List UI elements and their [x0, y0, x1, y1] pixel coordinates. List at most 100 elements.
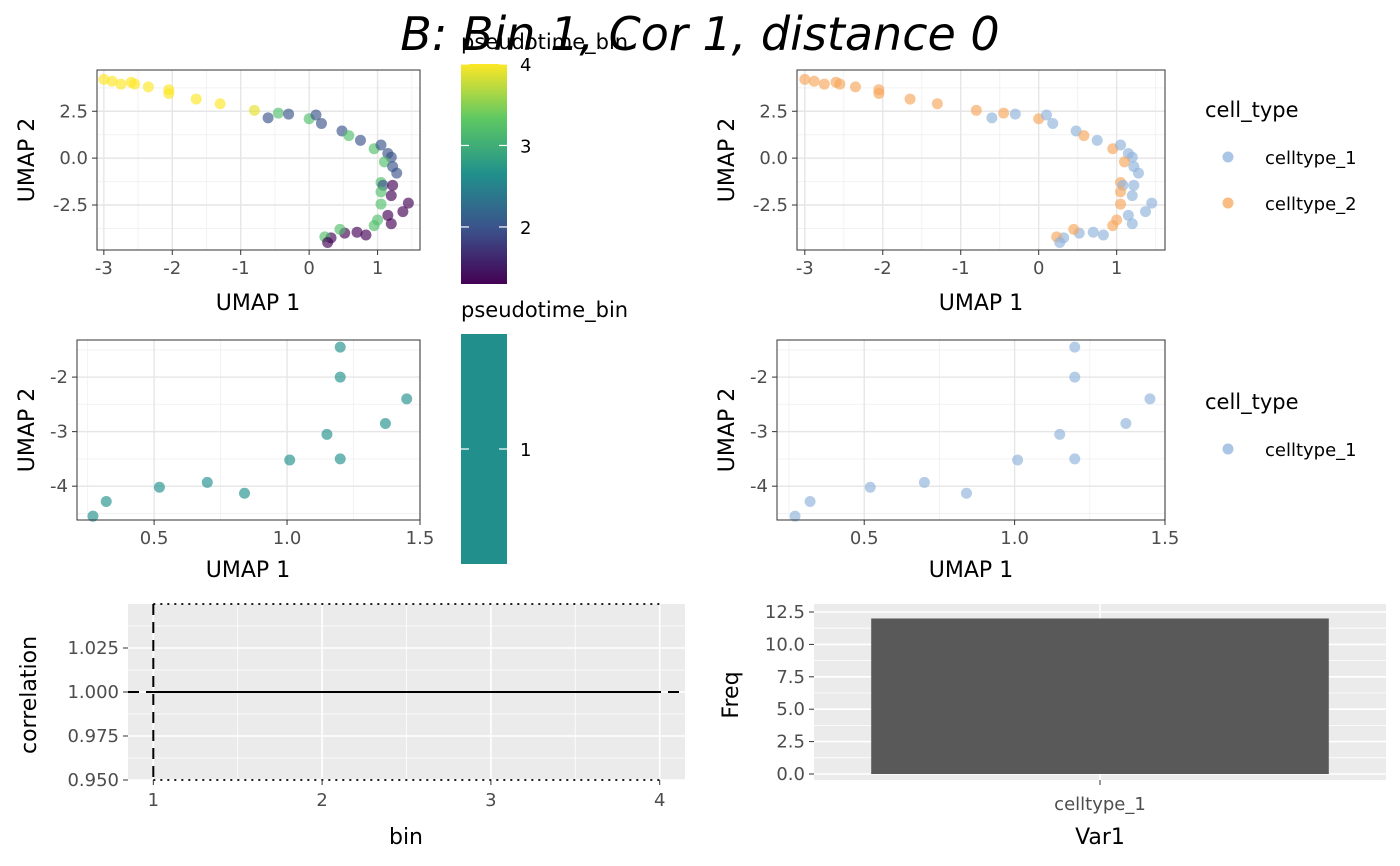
p2-data-point: [986, 112, 998, 124]
p6-xlabel: Var1: [1075, 825, 1125, 850]
p1-data-point: [115, 78, 127, 90]
p1-xtick-label: 0: [303, 258, 314, 279]
p2-frame: [796, 69, 1166, 251]
p1-data-point: [129, 78, 141, 90]
p1-data-point: [375, 186, 387, 198]
p4-frame: [776, 339, 1166, 521]
p4-data-point: [1069, 453, 1081, 465]
p1-data-point: [382, 209, 394, 221]
p2-points: [799, 73, 1158, 248]
p2-data-point: [998, 107, 1010, 119]
legend-middle-celltype-items: celltype_1: [1222, 440, 1357, 461]
p6-ytick-label: 2.5: [776, 732, 805, 753]
p3-frame: [76, 339, 421, 521]
p4-gridlines: [777, 340, 1166, 520]
p4-data-point: [1069, 371, 1081, 383]
p6-xtick-label: celltype_1: [1054, 794, 1146, 815]
panel-umap-all-pseudotime: -3 -2 -1 0 1 -2.5 0.0 2.5 UMAP 1 UMAP 2: [15, 69, 421, 316]
p2-data-point: [1107, 220, 1119, 232]
p2-data-point: [849, 81, 861, 93]
p2-ylabel: UMAP 2: [715, 118, 740, 202]
p3-xtick-label: 0.5: [140, 528, 169, 549]
p2-data-point: [873, 87, 885, 99]
p2-data-point: [1078, 130, 1090, 142]
p2-data-point: [1087, 226, 1099, 238]
p3-ticks: 0.5 1.0 1.5 -4 -3 -2: [50, 367, 434, 549]
p2-data-point: [1097, 229, 1109, 241]
legend-top-celltype: cell_type celltype_1 celltype_2: [1205, 98, 1357, 215]
p2-xtick-label: -2: [874, 258, 892, 279]
p2-data-point: [1115, 186, 1127, 198]
p2-data-point: [1132, 167, 1144, 179]
p2-data-point: [1040, 109, 1052, 121]
p3-data-point: [153, 481, 165, 493]
p1-data-point: [385, 218, 397, 230]
p5-xtick-label: 1: [148, 790, 159, 811]
p5-xlabel: bin: [389, 825, 423, 850]
panel-umap-all-celltype: -3 -2 -1 0 1 -2.5 0.0 2.5 UMAP 1 UMAP 2: [715, 69, 1166, 316]
legend-key-celltype_1: [1222, 443, 1234, 455]
p4-data-point: [1144, 393, 1156, 405]
p1-data-point: [190, 93, 202, 105]
p4-ytick-label: -4: [750, 476, 768, 497]
p1-data-point: [310, 109, 322, 121]
p2-data-point: [1054, 237, 1066, 248]
p3-data-point: [334, 371, 346, 383]
p1-xlabel: UMAP 1: [216, 291, 300, 316]
p2-data-point: [1009, 108, 1021, 120]
p2-data-point: [1068, 223, 1080, 235]
p2-xtick-label: -3: [796, 258, 814, 279]
p4-xtick-label: 1.0: [1000, 528, 1029, 549]
p2-data-point: [1115, 139, 1127, 151]
p1-data-point: [375, 139, 387, 151]
p1-data-point: [262, 112, 274, 124]
legend-middle-celltype-title: cell_type: [1205, 390, 1299, 415]
p4-ytick-label: -2: [750, 367, 768, 388]
legend-middle-colorbar: pseudotime_bin 1: [461, 298, 628, 564]
legend-top-colorbar-title: pseudotime_bin: [461, 30, 628, 55]
p3-data-point: [201, 476, 213, 488]
colorbar-tick-label: 2: [520, 218, 531, 239]
panel-celltype-frequency: 0.0 2.5 5.0 7.5 10.0 12.5 celltype_1 Var1 Freq: [719, 602, 1386, 850]
p5-ylabel: correlation: [17, 636, 42, 754]
p4-ytick-label: -3: [750, 422, 768, 443]
p4-data-point: [1120, 417, 1132, 429]
legend-top-colorbar-ticks: 2 3 4: [461, 55, 531, 239]
p5-ticks: 1 2 3 4 0.950 0.975 1.000 1.025: [67, 638, 665, 811]
figure-title: B: Bin 1, Cor 1, distance 0: [400, 7, 999, 61]
p3-points: [87, 341, 413, 522]
panel-umap-bin1-celltype: 0.5 1.0 1.5 -4 -3 -2 UMAP 1 UMAP 2: [715, 339, 1180, 583]
p2-data-point: [1140, 206, 1152, 218]
p2-data-point: [1128, 179, 1140, 191]
p2-xtick-label: 1: [1111, 258, 1122, 279]
p4-data-point: [918, 476, 930, 488]
p4-data-point: [1069, 341, 1081, 353]
p3-ytick-label: -2: [50, 367, 68, 388]
panel-correlation-by-bin: 1 2 3 4 0.950 0.975 1.000 1.025 bin correlation: [17, 603, 685, 850]
p2-data-point: [904, 93, 916, 105]
legend-middle-colorbar-ticks: 1: [461, 440, 531, 461]
p1-data-point: [272, 107, 284, 119]
p2-ytick-label: -2.5: [753, 195, 788, 216]
p4-ylabel: UMAP 2: [715, 388, 740, 472]
p6-ytick-label: 7.5: [776, 667, 805, 688]
p1-data-point: [397, 206, 409, 218]
p1-data-point: [322, 237, 334, 248]
p4-data-point: [864, 481, 876, 493]
p5-lines: [128, 603, 685, 781]
p3-data-point: [100, 495, 112, 507]
p1-data-point: [163, 87, 175, 99]
p1-data-point: [98, 73, 110, 85]
p3-ytick-label: -4: [50, 476, 68, 497]
legend-middle-colorbar-title: pseudotime_bin: [461, 298, 628, 323]
p2-data-point: [1115, 198, 1127, 210]
colorbar-viridis: [461, 64, 507, 284]
p2-data-point: [1047, 117, 1059, 129]
legend-key-celltype_2: [1222, 197, 1234, 209]
p2-data-point: [1146, 197, 1158, 209]
p6-ytick-label: 0.0: [776, 764, 805, 785]
p4-xtick-label: 1.5: [1151, 528, 1180, 549]
p3-ylabel: UMAP 2: [15, 388, 40, 472]
p4-xlabel: UMAP 1: [929, 558, 1013, 583]
p3-xtick-label: 1.0: [273, 528, 302, 549]
